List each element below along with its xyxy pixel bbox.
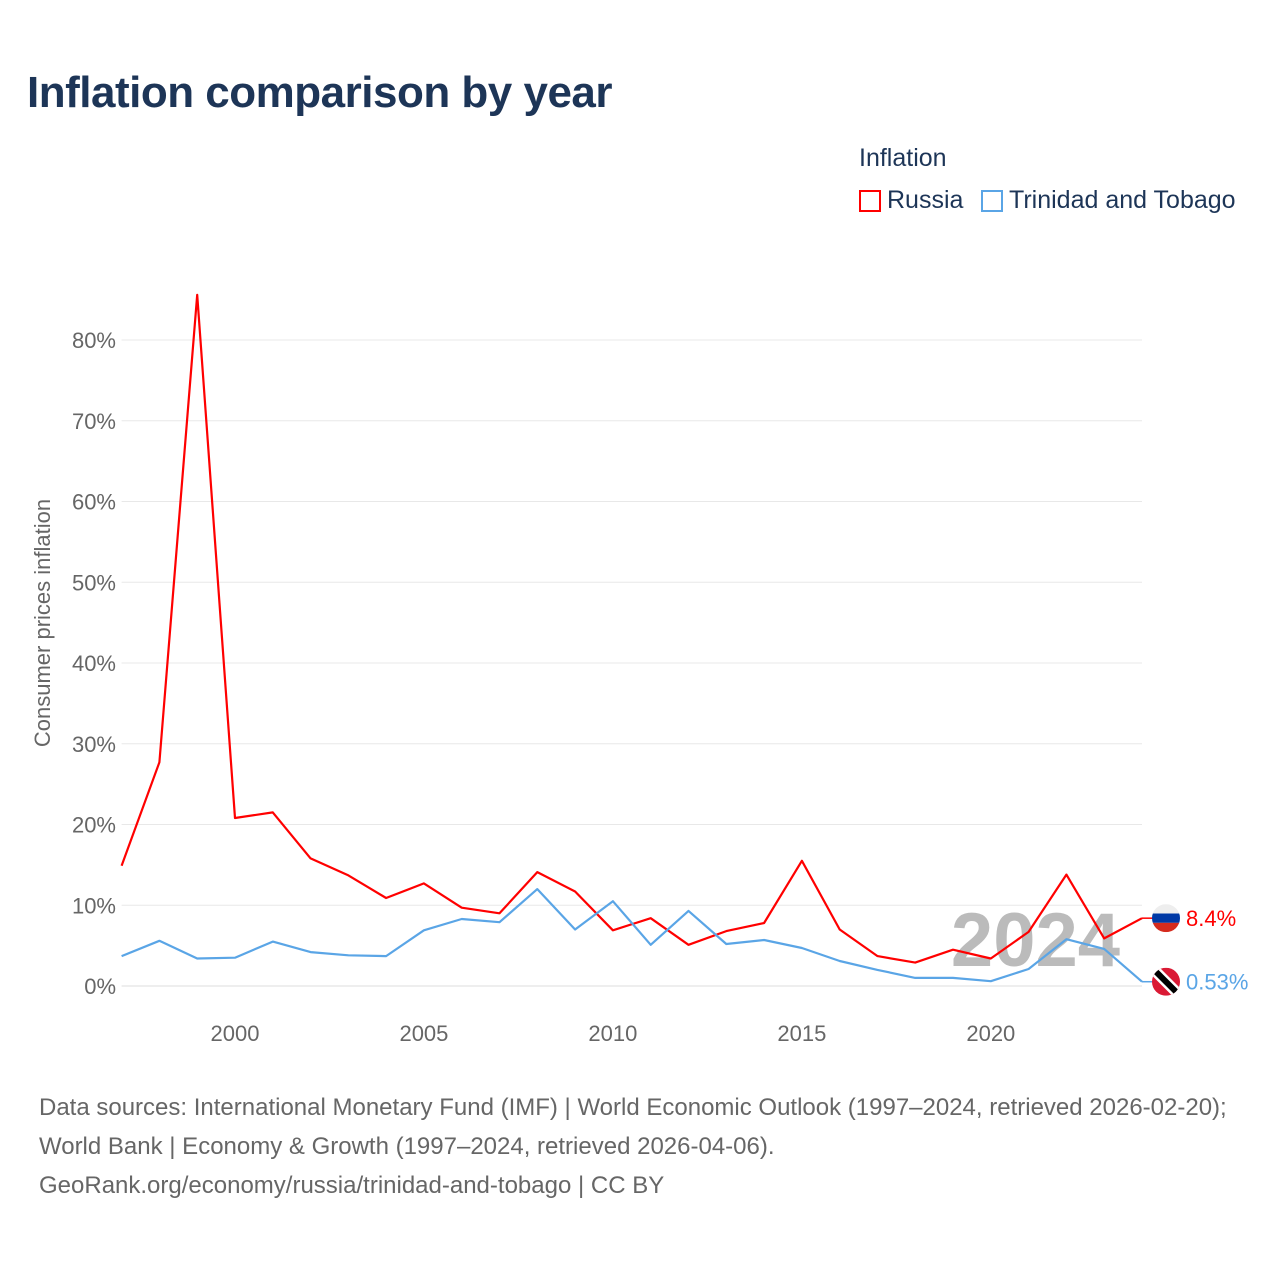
trinidad-flag-icon: [1152, 967, 1180, 996]
year-watermark: 2024: [951, 898, 1120, 983]
legend-label: Russia: [887, 186, 964, 214]
series-line-trinidad: [121, 887, 1143, 983]
series-line-russia: [120, 293, 1143, 964]
y-tick-label: 0%: [84, 974, 116, 999]
y-tick-label: 70%: [72, 409, 116, 434]
line-chart: 0% 10% 20% 30% 40% 50% 60% 70% 80% 2000 2005 2010 20…: [30, 293, 1248, 1046]
y-tick-label: 60%: [72, 490, 116, 515]
y-axis-label: Consumer prices inflation: [30, 499, 55, 747]
data-sources: Data sources: International Monetary Fun…: [39, 1094, 1227, 1160]
x-tick-label: 2020: [966, 1021, 1015, 1046]
x-tick-label: 2005: [399, 1021, 448, 1046]
y-tick-label: 50%: [72, 570, 116, 595]
legend-title: Inflation: [859, 144, 947, 172]
source-link[interactable]: GeoRank.org/economy/russia/trinidad-and-…: [39, 1172, 665, 1199]
y-tick-label: 20%: [72, 813, 116, 838]
legend-item-russia[interactable]: Russia: [859, 186, 963, 215]
footer: Data sources: International Monetary Fun…: [39, 1088, 1249, 1205]
x-tick-label: 2010: [588, 1021, 637, 1046]
legend-swatch-russia: [859, 189, 881, 212]
legend-item-trinidad[interactable]: Trinidad and Tobago: [981, 186, 1236, 215]
end-value-label: 0.53%: [1186, 970, 1248, 995]
russia-flag-icon: [1152, 904, 1180, 933]
y-tick-label: 30%: [72, 732, 116, 757]
chart-title: Inflation comparison by year: [27, 68, 613, 117]
y-tick-label: 80%: [72, 328, 116, 353]
end-value-label: 8.4%: [1186, 906, 1236, 931]
x-tick-label: 2000: [211, 1021, 260, 1046]
legend-label: Trinidad and Tobago: [1009, 186, 1236, 214]
x-tick-label: 2015: [777, 1021, 826, 1046]
y-tick-label: 10%: [72, 893, 116, 918]
legend-swatch-trinidad: [981, 189, 1003, 212]
y-tick-label: 40%: [72, 651, 116, 676]
